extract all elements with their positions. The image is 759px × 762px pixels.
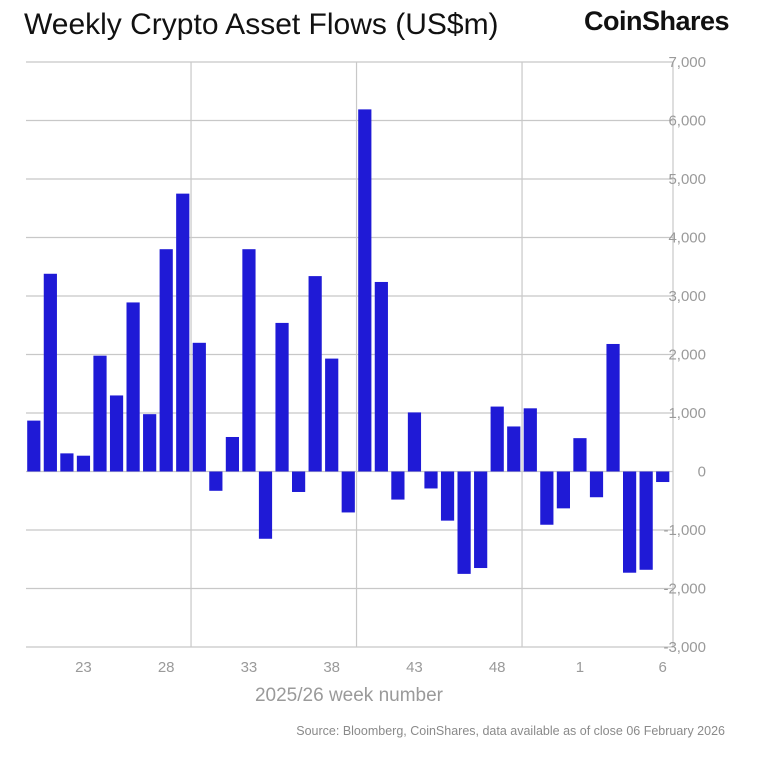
y-axis-ticks: -3,000 -2,000 -1,000 0 1,000 2,000 3,000 4,000 5… bbox=[663, 54, 706, 656]
bar-week-1 bbox=[573, 438, 587, 472]
bar-series bbox=[27, 109, 670, 574]
coinshares-logo: CoinShares bbox=[583, 6, 730, 36]
bar-week-36 bbox=[292, 471, 306, 492]
bar-week-32 bbox=[225, 436, 239, 472]
bar-week-33 bbox=[242, 249, 256, 472]
bar-week-24 bbox=[93, 355, 107, 472]
bar-week-23 bbox=[76, 455, 91, 472]
y-tick-label: 6,000 bbox=[668, 113, 706, 130]
source-note: Source: Bloomberg, CoinShares, data avai… bbox=[296, 724, 725, 738]
bar-week-37 bbox=[308, 276, 322, 472]
chart-title: Weekly Crypto Asset Flows (US$m) bbox=[24, 8, 499, 41]
y-tick-label: 5,000 bbox=[668, 171, 706, 188]
x-tick-label: 48 bbox=[489, 659, 506, 676]
x-tick-label: 1 bbox=[576, 659, 584, 676]
bar-week-43 bbox=[407, 412, 422, 472]
x-axis-label: 2025/26 week number bbox=[255, 685, 444, 706]
bar-week-3 bbox=[606, 343, 620, 472]
bar-chart: -3,000 -2,000 -1,000 0 1,000 2,000 3,000 4,000 5… bbox=[26, 54, 706, 706]
y-tick-label: -2,000 bbox=[663, 581, 706, 598]
x-tick-label: 6 bbox=[659, 659, 667, 676]
bar-week-27 bbox=[143, 414, 157, 472]
bar-week-30 bbox=[192, 342, 206, 472]
bar-week-22 bbox=[60, 453, 74, 472]
x-tick-label: 23 bbox=[75, 659, 92, 676]
y-tick-label: 0 bbox=[698, 464, 706, 481]
bar-week-46 bbox=[457, 471, 471, 574]
bar-week-21 bbox=[43, 273, 57, 472]
y-tick-label: -3,000 bbox=[663, 639, 706, 656]
bar-week-52 bbox=[556, 471, 570, 509]
x-axis-ticks: 23 28 33 38 43 48 1 6 bbox=[75, 659, 667, 676]
x-tick-label: 38 bbox=[323, 659, 340, 676]
bar-week-20 bbox=[27, 420, 41, 472]
y-tick-label: 1,000 bbox=[668, 405, 706, 422]
y-tick-label: 7,000 bbox=[668, 54, 706, 71]
bar-week-6 bbox=[656, 471, 670, 483]
bar-week-38 bbox=[325, 358, 339, 472]
bar-week-50 bbox=[523, 408, 537, 472]
y-tick-label: -1,000 bbox=[663, 522, 706, 539]
y-tick-label: 2,000 bbox=[668, 347, 706, 364]
bar-week-49 bbox=[507, 426, 521, 472]
bar-week-35 bbox=[275, 322, 289, 472]
x-tick-label: 33 bbox=[241, 659, 258, 676]
bar-week-25 bbox=[109, 395, 124, 472]
bar-week-29 bbox=[176, 193, 190, 472]
x-tick-label: 28 bbox=[158, 659, 175, 676]
bar-week-39 bbox=[341, 471, 355, 513]
bar-week-44 bbox=[424, 471, 438, 489]
bar-week-51 bbox=[540, 471, 554, 525]
bar-week-42 bbox=[391, 471, 405, 500]
bar-week-34 bbox=[258, 471, 273, 539]
bar-week-4 bbox=[623, 471, 637, 573]
bar-week-45 bbox=[440, 471, 455, 521]
y-tick-label: 3,000 bbox=[668, 288, 706, 305]
bar-week-28 bbox=[159, 249, 173, 472]
bar-week-40 bbox=[358, 109, 372, 472]
y-tick-label: 4,000 bbox=[668, 230, 706, 247]
bar-week-47 bbox=[474, 471, 488, 569]
x-tick-label: 43 bbox=[406, 659, 423, 676]
horizontal-gridlines bbox=[26, 61, 673, 648]
bar-week-41 bbox=[374, 281, 388, 472]
bar-week-31 bbox=[209, 471, 223, 491]
bar-week-5 bbox=[639, 471, 653, 570]
bar-week-2 bbox=[589, 471, 604, 498]
bar-week-26 bbox=[126, 302, 140, 472]
bar-week-48 bbox=[490, 406, 504, 472]
